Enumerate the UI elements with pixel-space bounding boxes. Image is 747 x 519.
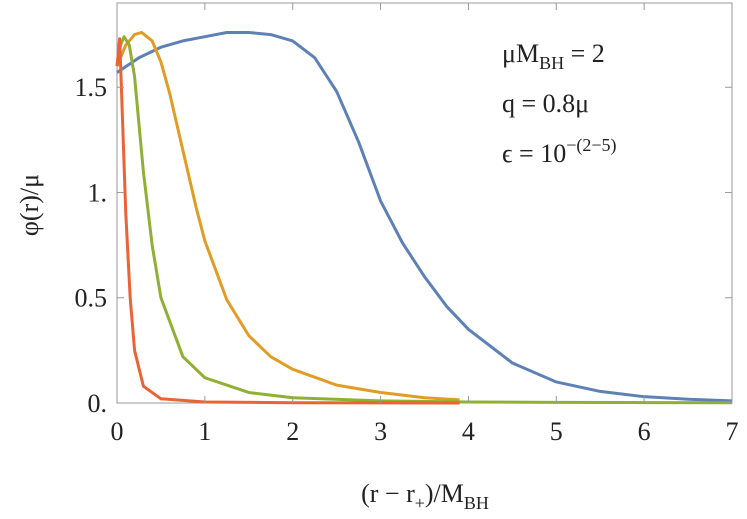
x-tick-label: 6 — [638, 417, 651, 446]
plot-frame — [116, 2, 733, 404]
annotation: μMBH = 2 — [502, 39, 605, 73]
annotation-part: −(2−5) — [566, 135, 616, 156]
lines — [115, 30, 733, 405]
x-tick-label: 7 — [726, 417, 739, 446]
x-tick-label: 4 — [462, 417, 475, 446]
series-line — [116, 30, 733, 403]
annotation-part: BH — [539, 53, 564, 73]
y-tick-label: 1. — [88, 178, 108, 207]
annotation-part: μM — [502, 39, 539, 68]
x-tick-label: 2 — [286, 417, 299, 446]
x-tick-label: 0 — [111, 417, 124, 446]
annotation-part: q = 0.8μ — [502, 89, 589, 118]
y-axis-label-part: φ(r)/μ — [15, 174, 44, 236]
y-axis-label: φ(r)/μ — [15, 174, 44, 236]
x-tick-label: 1 — [198, 417, 211, 446]
x-axis-label-part: BH — [464, 493, 489, 513]
x-axis-label: (r − r+)/MBH — [361, 479, 489, 513]
y-tick-label: 0.5 — [75, 284, 108, 313]
series-line — [115, 37, 460, 405]
x-axis-label-part: )/M — [425, 479, 464, 508]
annotation: q = 0.8μ — [502, 89, 589, 118]
x-tick-label: 3 — [374, 417, 387, 446]
annotation: ϵ = 10−(2−5) — [502, 135, 616, 168]
series-line — [115, 35, 733, 405]
y-tick-label: 0. — [88, 389, 108, 418]
y-tick-label: 1.5 — [75, 73, 108, 102]
x-axis-label-part: + — [415, 493, 425, 513]
x-tick-label: 5 — [550, 417, 563, 446]
annotation-part: ϵ = 10 — [502, 139, 566, 168]
series-line — [115, 30, 460, 402]
annotation-part: = 2 — [564, 39, 605, 68]
x-axis-label-part: (r − r — [361, 479, 415, 508]
